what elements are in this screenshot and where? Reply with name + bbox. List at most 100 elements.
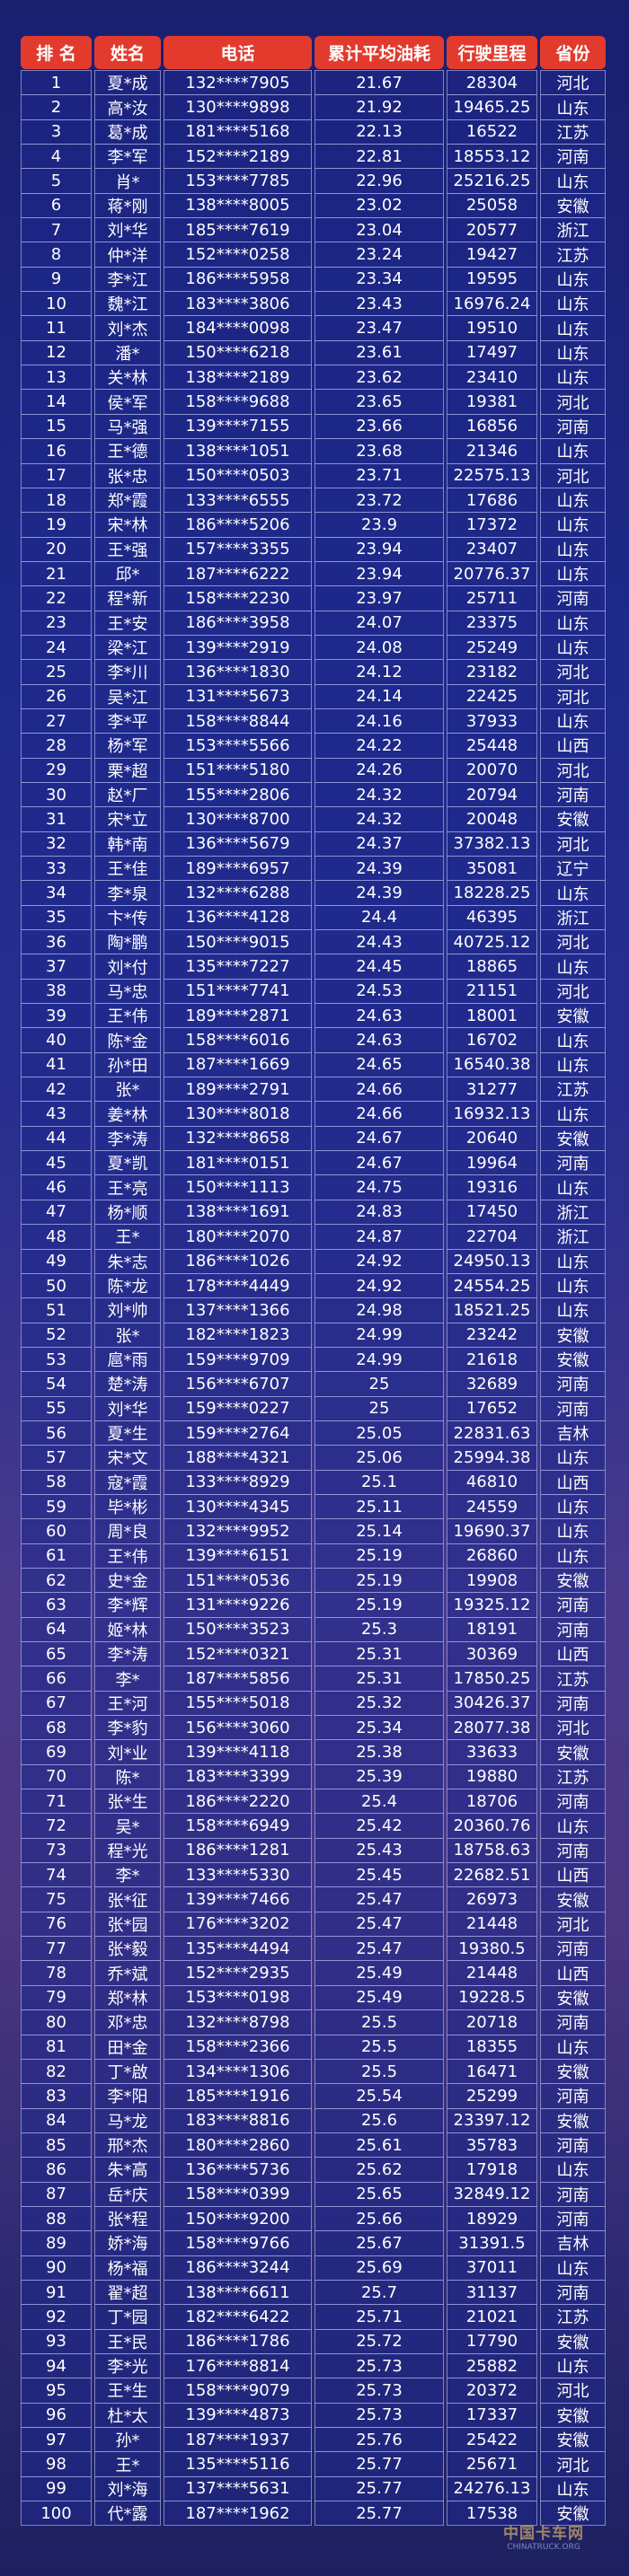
- cell-name: 李*光: [94, 2352, 161, 2379]
- cell-mileage: 16522: [447, 119, 537, 145]
- cell-phone: 135****4494: [164, 1936, 312, 1962]
- cell-phone: 152****2189: [164, 144, 312, 170]
- header-province: 省份: [540, 36, 606, 69]
- chinatruck-watermark-logo: 中国卡车网 CHINATRUCK.ORG: [490, 2520, 598, 2552]
- cell-name: 宋*文: [94, 1445, 161, 1471]
- cell-province: 江苏: [540, 119, 606, 145]
- table-row: 83 李*阳 185****1916 25.54 25299 河南: [21, 2083, 607, 2109]
- cell-rank: 70: [21, 1763, 92, 1790]
- cell-mileage: 22831.63: [447, 1420, 537, 1446]
- cell-province: 浙江: [540, 1199, 606, 1226]
- table-row: 48 王* 180****2070 24.87 22704 浙江: [21, 1224, 607, 1250]
- cell-name: 代*露: [94, 2501, 161, 2527]
- cell-province: 安徽: [540, 1322, 606, 1348]
- cell-name: 李*阳: [94, 2083, 161, 2109]
- cell-province: 河北: [540, 683, 606, 709]
- cell-name: 潘*: [94, 339, 161, 366]
- cell-avg-fuel: 25.45: [314, 1862, 444, 1888]
- cell-rank: 64: [21, 1616, 92, 1642]
- cell-name: 毕*彬: [94, 1493, 161, 1520]
- cell-province: 河南: [540, 585, 606, 611]
- cell-mileage: 32689: [447, 1371, 537, 1397]
- cell-province: 河南: [540, 2009, 606, 2035]
- cell-mileage: 32849.12: [447, 2181, 537, 2207]
- cell-avg-fuel: 25.19: [314, 1592, 444, 1618]
- cell-province: 山东: [540, 2034, 606, 2060]
- cell-name: 李*平: [94, 708, 161, 734]
- cell-name: 栗*超: [94, 757, 161, 783]
- cell-province: 山东: [540, 560, 606, 587]
- cell-mileage: 18355: [447, 2034, 537, 2060]
- cell-phone: 138****1691: [164, 1199, 312, 1226]
- cell-mileage: 24950.13: [447, 1248, 537, 1274]
- table-row: 64 姬*林 150****3523 25.3 18191 河南: [21, 1616, 607, 1642]
- table-row: 65 李*涛 152****0321 25.31 30369 山西: [21, 1641, 607, 1667]
- table-row: 97 孙* 187****1937 25.76 25422 安徽: [21, 2427, 607, 2453]
- table-row: 100 代*露 187****1962 25.77 17538 安徽: [21, 2501, 607, 2527]
- cell-avg-fuel: 25: [314, 1395, 444, 1421]
- cell-avg-fuel: 25.11: [314, 1493, 444, 1520]
- cell-phone: 150****9015: [164, 929, 312, 955]
- cell-avg-fuel: 25.4: [314, 1789, 444, 1815]
- cell-rank: 55: [21, 1395, 92, 1421]
- cell-avg-fuel: 23.43: [314, 291, 444, 317]
- cell-rank: 32: [21, 831, 92, 857]
- cell-rank: 68: [21, 1715, 92, 1741]
- cell-rank: 50: [21, 1272, 92, 1299]
- table-row: 60 周*良 132****9952 25.14 19690.37 山东: [21, 1518, 607, 1544]
- cell-phone: 151****0536: [164, 1567, 312, 1594]
- cell-province: 安徽: [540, 806, 606, 832]
- cell-avg-fuel: 25.31: [314, 1666, 444, 1692]
- table-row: 17 张*忠 150****0503 23.71 22575.13 河北: [21, 462, 607, 488]
- cell-province: 河北: [540, 757, 606, 783]
- cell-name: 王*河: [94, 1690, 161, 1717]
- cell-rank: 20: [21, 536, 92, 562]
- cell-phone: 187****1962: [164, 2501, 312, 2527]
- cell-name: 关*林: [94, 365, 161, 391]
- table-row: 29 栗*超 151****5180 24.26 20070 河北: [21, 757, 607, 783]
- cell-avg-fuel: 23.68: [314, 438, 444, 464]
- cell-phone: 189****6957: [164, 856, 312, 882]
- cell-name: 夏*成: [94, 70, 161, 96]
- cell-rank: 77: [21, 1936, 92, 1962]
- cell-phone: 139****4873: [164, 2402, 312, 2428]
- cell-phone: 186****2220: [164, 1789, 312, 1815]
- cell-rank: 37: [21, 954, 92, 980]
- cell-avg-fuel: 24.32: [314, 781, 444, 808]
- cell-name: 孙*田: [94, 1051, 161, 1078]
- cell-name: 赵*厂: [94, 781, 161, 808]
- cell-phone: 158****8844: [164, 708, 312, 734]
- cell-province: 山东: [540, 610, 606, 636]
- cell-name: 王*伟: [94, 1003, 161, 1029]
- cell-mileage: 20372: [447, 2378, 537, 2404]
- table-row: 36 陶*鹏 150****9015 24.43 40725.12 河北: [21, 929, 607, 955]
- cell-phone: 135****7227: [164, 954, 312, 980]
- cell-name: 朱*志: [94, 1248, 161, 1274]
- cell-province: 浙江: [540, 217, 606, 243]
- cell-province: 安徽: [540, 1567, 606, 1594]
- cell-mileage: 30369: [447, 1641, 537, 1667]
- cell-mileage: 19316: [447, 1174, 537, 1200]
- cell-avg-fuel: 25.47: [314, 1936, 444, 1962]
- cell-phone: 187****5856: [164, 1666, 312, 1692]
- table-row: 54 楚*涛 156****6707 25 32689 河南: [21, 1371, 607, 1397]
- cell-mileage: 25711: [447, 585, 537, 611]
- table-row: 76 张*园 176****3202 25.47 21448 河北: [21, 1911, 607, 1938]
- cell-avg-fuel: 25.77: [314, 2501, 444, 2527]
- cell-name: 田*金: [94, 2034, 161, 2060]
- table-row: 85 邢*杰 180****2860 25.61 35783 河南: [21, 2132, 607, 2158]
- cell-phone: 138****6611: [164, 2279, 312, 2306]
- cell-rank: 100: [21, 2501, 92, 2527]
- cell-rank: 34: [21, 880, 92, 906]
- cell-rank: 47: [21, 1199, 92, 1226]
- cell-phone: 150****6218: [164, 339, 312, 366]
- cell-rank: 22: [21, 585, 92, 611]
- table-row: 26 吴*江 131****5673 24.14 22425 河北: [21, 683, 607, 709]
- cell-avg-fuel: 24.98: [314, 1297, 444, 1323]
- cell-name: 李*涛: [94, 1641, 161, 1667]
- cell-avg-fuel: 25.71: [314, 2304, 444, 2330]
- cell-rank: 75: [21, 1886, 92, 1912]
- cell-avg-fuel: 23.71: [314, 462, 444, 488]
- table-row: 78 乔*斌 152****2935 25.49 21448 山西: [21, 1960, 607, 1986]
- cell-rank: 67: [21, 1690, 92, 1717]
